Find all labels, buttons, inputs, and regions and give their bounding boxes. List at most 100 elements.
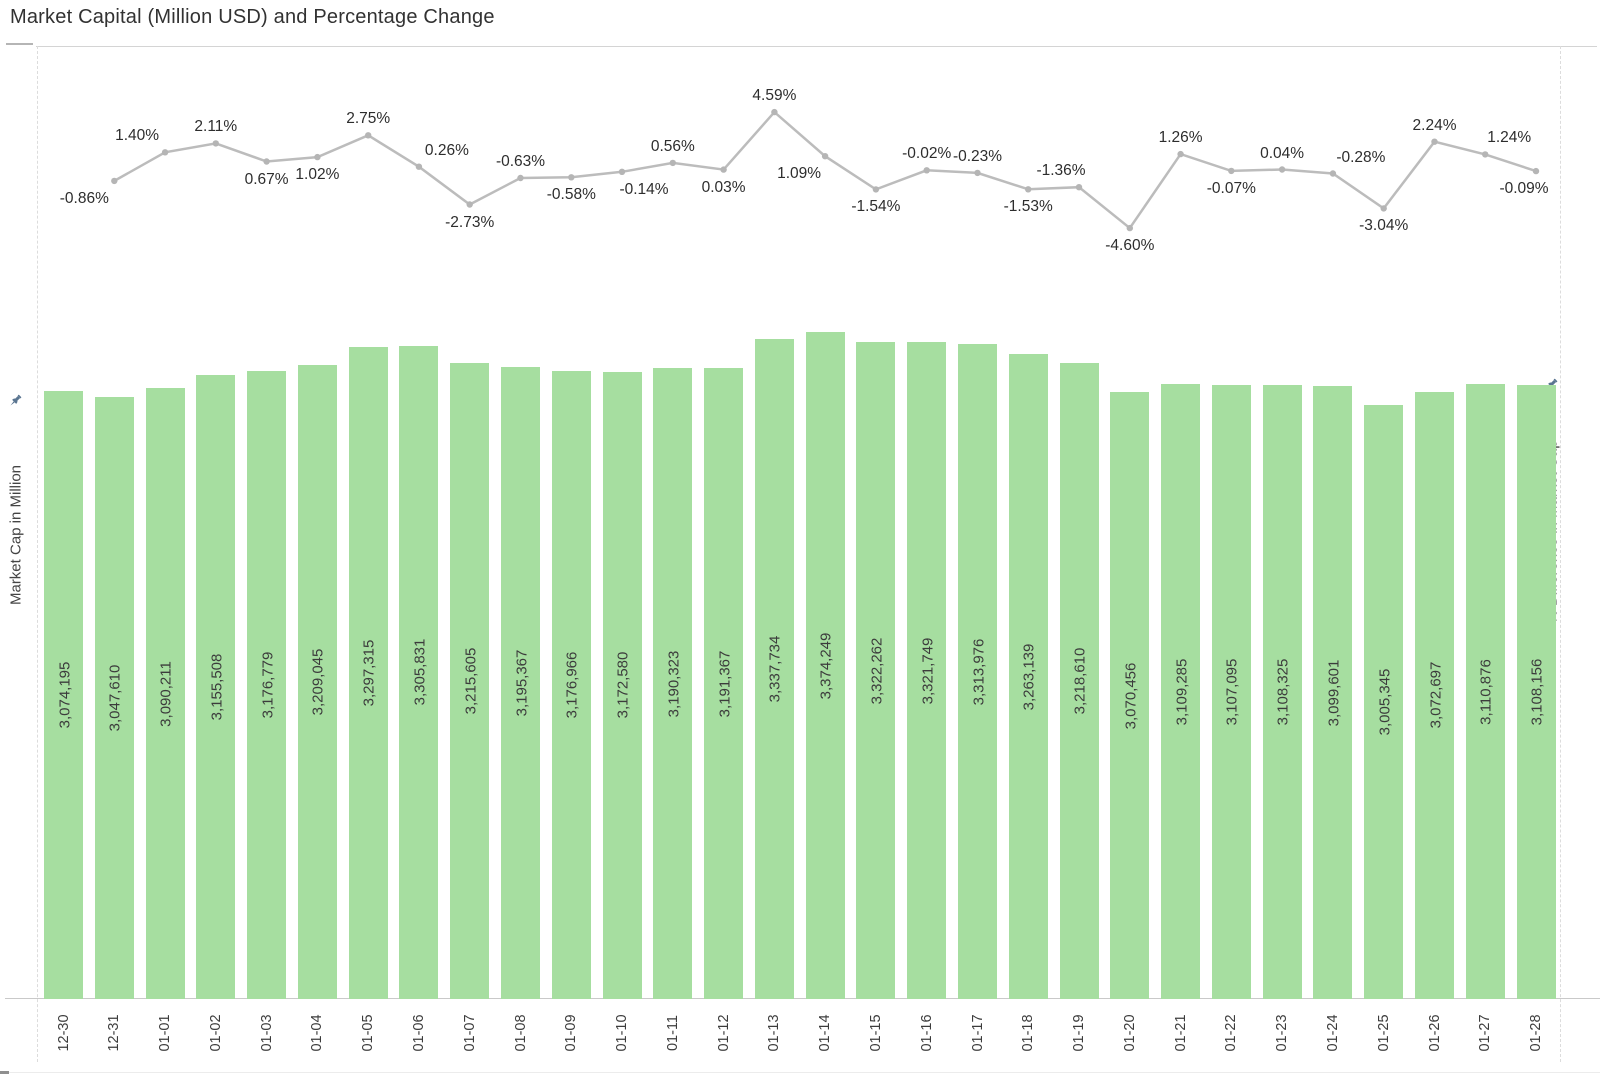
page-title: Market Capital (Million USD) and Percent… <box>10 6 495 28</box>
bar[interactable] <box>1059 362 1099 999</box>
bar[interactable] <box>1465 384 1505 999</box>
line-point[interactable] <box>974 169 981 177</box>
bar-value-label: 3,305,831 <box>411 638 429 706</box>
line-point[interactable] <box>111 177 118 185</box>
line-point[interactable] <box>1482 151 1489 158</box>
date-label: 01-03 <box>258 1014 275 1052</box>
line-point[interactable] <box>821 153 829 160</box>
line-point[interactable] <box>669 159 676 167</box>
pct-change-label: -4.60% <box>1105 237 1155 255</box>
line-point[interactable] <box>1025 186 1032 193</box>
bar[interactable] <box>1516 384 1556 999</box>
bar[interactable] <box>856 342 896 999</box>
bar[interactable] <box>1262 384 1302 999</box>
line-point[interactable] <box>415 163 423 170</box>
date-label: 01-06 <box>410 1014 427 1052</box>
bar-value-label: 3,215,605 <box>462 647 480 715</box>
pushpin-icon[interactable] <box>8 392 24 408</box>
bar[interactable] <box>907 342 947 999</box>
date-label: 01-28 <box>1528 1014 1544 1052</box>
bar-value-label: 3,172,580 <box>614 652 632 719</box>
bar-value-label: 3,195,367 <box>513 649 530 717</box>
line-point[interactable] <box>466 201 473 208</box>
bar-value-label: 3,176,779 <box>259 651 277 719</box>
line-point[interactable] <box>314 153 321 161</box>
bar[interactable] <box>958 343 997 999</box>
bar[interactable] <box>196 375 236 999</box>
bar[interactable] <box>1364 404 1404 999</box>
pct-change-label: 0.67% <box>244 170 289 188</box>
bar[interactable] <box>1211 384 1251 999</box>
bar-value-label: 3,337,734 <box>766 635 784 703</box>
line-point[interactable] <box>365 132 372 139</box>
line-point[interactable] <box>1126 224 1134 232</box>
bar-value-label: 3,313,976 <box>970 638 987 705</box>
pct-change-label: 2.24% <box>1412 116 1457 134</box>
date-label: 01-14 <box>817 1014 834 1052</box>
bar-value-label: 3,176,966 <box>563 651 581 719</box>
pct-change-label: 1.26% <box>1158 129 1203 147</box>
line-point[interactable] <box>1431 138 1438 145</box>
line-point[interactable] <box>161 149 169 156</box>
bar[interactable] <box>1110 392 1150 999</box>
bar[interactable] <box>704 368 744 999</box>
bar[interactable] <box>399 345 439 999</box>
date-label: 01-22 <box>1223 1014 1240 1052</box>
bar[interactable] <box>551 371 591 999</box>
plot-right-border <box>1560 46 1561 1062</box>
line-point[interactable] <box>720 166 727 173</box>
date-label: 01-12 <box>715 1014 732 1052</box>
bar-value-label: 3,218,610 <box>1071 647 1089 715</box>
line-point[interactable] <box>517 174 524 182</box>
bar-value-label: 3,191,367 <box>716 650 734 717</box>
bar[interactable] <box>653 368 693 999</box>
date-label: 01-18 <box>1020 1014 1037 1052</box>
pct-change-label: -3.04% <box>1359 217 1409 235</box>
bar[interactable] <box>247 371 287 999</box>
bar[interactable] <box>94 396 134 999</box>
date-label: 01-24 <box>1324 1014 1341 1052</box>
line-point[interactable] <box>1177 150 1184 158</box>
pct-change-label: 2.75% <box>346 110 391 128</box>
line-point[interactable] <box>771 108 778 116</box>
plot-left-border <box>37 46 38 1062</box>
bar-value-label: 3,070,456 <box>1122 662 1140 729</box>
line-point[interactable] <box>1532 167 1540 175</box>
bar[interactable] <box>145 388 185 999</box>
pct-change-label: 1.24% <box>1487 129 1532 147</box>
line-point[interactable] <box>263 158 270 165</box>
bar[interactable] <box>805 332 845 999</box>
bar[interactable] <box>1161 384 1201 999</box>
bar[interactable] <box>501 367 540 999</box>
plot-top-rule <box>36 46 1597 47</box>
bar[interactable] <box>44 391 83 999</box>
pct-change-label: 2.11% <box>194 118 238 136</box>
line-point[interactable] <box>1075 184 1083 191</box>
bar[interactable] <box>1415 391 1454 999</box>
bar[interactable] <box>1008 354 1048 999</box>
line-point[interactable] <box>1380 205 1387 212</box>
bar[interactable] <box>348 347 388 999</box>
date-label: 01-08 <box>512 1014 529 1052</box>
pct-change-label: -1.53% <box>1003 198 1053 216</box>
line-point[interactable] <box>1329 170 1337 177</box>
line-point[interactable] <box>568 174 575 181</box>
line-point[interactable] <box>212 140 219 147</box>
line-point[interactable] <box>872 186 880 193</box>
pct-change-label: -0.63% <box>495 153 546 170</box>
bar-value-label: 3,322,262 <box>868 637 886 704</box>
line-point[interactable] <box>1278 166 1286 173</box>
bar[interactable] <box>754 339 794 999</box>
date-label: 01-27 <box>1477 1014 1494 1052</box>
bar[interactable] <box>297 364 337 999</box>
bar[interactable] <box>1313 386 1353 999</box>
line-point[interactable] <box>1228 167 1235 175</box>
line-point[interactable] <box>923 167 930 174</box>
bar[interactable] <box>450 363 490 999</box>
pct-change-label: -0.14% <box>619 180 669 198</box>
bar[interactable] <box>602 371 642 999</box>
pct-change-label: 1.40% <box>115 127 160 145</box>
pct-change-label: -0.23% <box>952 147 1003 165</box>
line-point[interactable] <box>618 168 626 175</box>
